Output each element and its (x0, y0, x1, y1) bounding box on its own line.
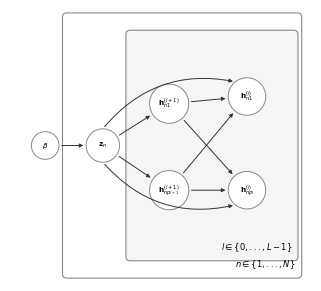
Text: $\mathbf{z}_n$: $\mathbf{z}_n$ (98, 141, 108, 150)
FancyBboxPatch shape (126, 30, 298, 261)
Circle shape (31, 132, 59, 159)
Text: $\mathbf{h}_{n1}^{(l+1)}$: $\mathbf{h}_{n1}^{(l+1)}$ (158, 97, 180, 111)
Circle shape (228, 171, 266, 209)
Text: $\mathbf{h}_{np_l}^{(l)}$: $\mathbf{h}_{np_l}^{(l)}$ (240, 183, 254, 198)
Text: $\beta$: $\beta$ (42, 141, 48, 150)
Circle shape (150, 171, 189, 210)
Text: $n \in \{1,...,N\}$: $n \in \{1,...,N\}$ (235, 258, 296, 271)
Circle shape (150, 84, 189, 123)
FancyBboxPatch shape (63, 13, 302, 278)
Text: $\mathbf{h}_{n1}^{(l)}$: $\mathbf{h}_{n1}^{(l)}$ (240, 89, 254, 104)
Circle shape (86, 129, 119, 162)
Text: $l \in \{0,...,L-1\}$: $l \in \{0,...,L-1\}$ (221, 241, 293, 253)
Text: $\mathbf{h}_{np_{l+1}}^{(l+1)}$: $\mathbf{h}_{np_{l+1}}^{(l+1)}$ (158, 183, 180, 198)
Circle shape (228, 78, 266, 115)
